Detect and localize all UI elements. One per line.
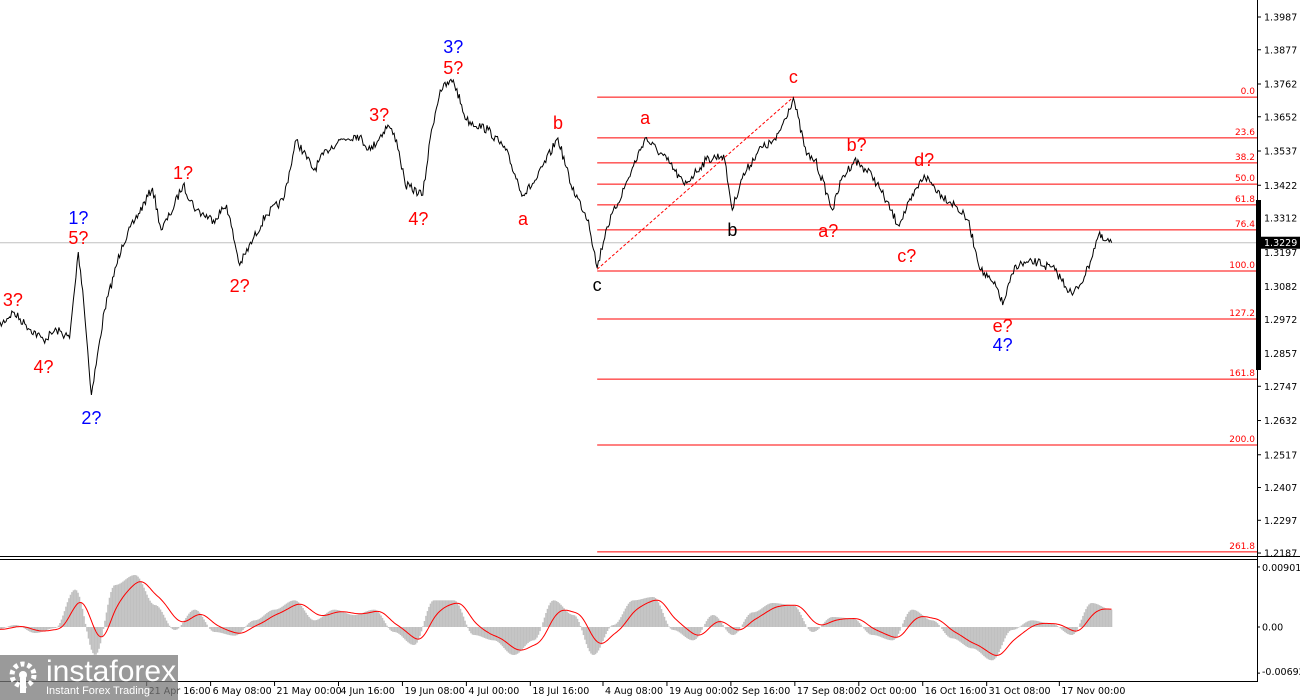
- instaforex-logo-icon: [9, 661, 37, 693]
- wave-label: c: [789, 67, 798, 87]
- wave-label: a: [640, 108, 651, 128]
- wave-label: 5?: [443, 58, 463, 78]
- fib-trendline: [596, 96, 794, 270]
- price-tick-label: 1.3987: [1264, 13, 1297, 24]
- fibonacci-retracement[interactable]: 0.0 23.6 38.2 50.0 61.8 76.4 100.0 127.2 161.8 20…: [596, 87, 1257, 553]
- time-tick-label: 21 Apr 16:00: [149, 686, 211, 697]
- wave-label: b?: [847, 135, 867, 155]
- fib-level-label: 76.4: [1235, 220, 1255, 230]
- price-series: [0, 78, 1113, 396]
- wave-label: 4?: [33, 357, 53, 377]
- price-tick-label: 1.3082: [1264, 282, 1297, 293]
- wave-label: b: [553, 113, 563, 133]
- fib-level-label: 100.0: [1229, 261, 1255, 271]
- wave-label: 3?: [443, 37, 463, 57]
- price-tick-label: 1.3312: [1264, 214, 1297, 225]
- time-tick-label: 4 Aug 08:00: [605, 686, 663, 697]
- wave-label: 2?: [81, 408, 101, 428]
- oscillator-panel: [0, 575, 1113, 661]
- fib-level-label: 23.6: [1235, 128, 1255, 138]
- price-tick-label: 1.3877: [1264, 45, 1297, 56]
- instaforex-watermark: instaforex Instant Forex Trading: [0, 655, 178, 700]
- oscillator-tick-label: 0.00: [1262, 623, 1283, 634]
- time-tick-label: 18 Jul 16:00: [532, 686, 589, 697]
- wave-label: 5?: [68, 228, 88, 248]
- price-line: [0, 78, 1113, 395]
- wave-label: 3?: [369, 105, 389, 125]
- wave-label: 1?: [173, 163, 193, 183]
- time-tick-label: 17 Nov 00:00: [1061, 686, 1125, 697]
- wave-label: b: [727, 220, 737, 240]
- time-tick-label: 4 Jul 00:00: [468, 686, 519, 697]
- price-tick-label: 1.2187: [1264, 549, 1297, 560]
- wave-label: 2?: [230, 276, 250, 296]
- time-tick-label: 31 Oct 08:00: [989, 686, 1051, 697]
- time-tick-label: 19 Aug 00:00: [669, 686, 733, 697]
- current-price-label: 1.3229: [1264, 238, 1297, 249]
- time-tick-label: 17 Sep 08:00: [797, 686, 860, 697]
- time-tick-label: 6 May 08:00: [213, 686, 272, 697]
- current-price-badge: [1258, 236, 1300, 249]
- fib-level-label: 261.8: [1229, 542, 1255, 552]
- watermark-brand: instaforex: [46, 655, 177, 688]
- wave-label: c: [593, 275, 602, 295]
- price-tick-label: 1.2747: [1264, 382, 1297, 393]
- price-tick-label: 1.2857: [1264, 349, 1297, 360]
- price-tick-label: 1.2972: [1264, 315, 1297, 326]
- time-tick-label: 2 Oct 00:00: [861, 686, 917, 697]
- fib-level-label: 127.2: [1229, 309, 1255, 319]
- fib-level-label: 61.8: [1235, 195, 1255, 205]
- scale-bar: [1256, 200, 1261, 370]
- price-tick-label: 1.3762: [1264, 80, 1297, 91]
- time-tick-label: 2 Sep 16:00: [733, 686, 790, 697]
- time-tick-label: 21 May 00:00: [277, 686, 342, 697]
- wave-label: a?: [818, 221, 838, 241]
- price-tick-label: 1.3652: [1264, 112, 1297, 123]
- price-tick-label: 1.3422: [1264, 181, 1297, 192]
- fib-level-label: 0.0: [1241, 87, 1256, 97]
- signal-line: [0, 581, 1112, 656]
- time-tick-label: 4 Jun 16:00: [340, 686, 394, 697]
- price-tick-label: 1.2632: [1264, 416, 1297, 427]
- wave-label: 4?: [993, 335, 1013, 355]
- price-tick-label: 1.2407: [1264, 483, 1297, 494]
- fib-level-label: 200.0: [1229, 435, 1255, 445]
- watermark-tagline: Instant Forex Trading: [46, 685, 150, 697]
- wave-label: d?: [914, 150, 934, 170]
- wave-label: 3?: [3, 290, 23, 310]
- price-tick-label: 1.3197: [1264, 248, 1297, 259]
- price-tick-label: 1.2517: [1264, 450, 1297, 461]
- wave-label: c?: [897, 246, 916, 266]
- fib-level-label: 38.2: [1235, 153, 1255, 163]
- wave-label: 4?: [408, 209, 428, 229]
- price-tick-label: 1.3537: [1264, 147, 1297, 158]
- wave-label: a: [518, 209, 529, 229]
- price-tick-label: 1.2297: [1264, 516, 1297, 527]
- wave-label: e?: [993, 316, 1013, 336]
- time-tick-label: 19 Jun 08:00: [404, 686, 464, 697]
- wave-label: 1?: [68, 208, 88, 228]
- fib-level-label: 161.8: [1229, 369, 1255, 379]
- time-tick-label: 16 Oct 16:00: [925, 686, 987, 697]
- fib-level-label: 50.0: [1235, 174, 1255, 184]
- oscillator-tick-label: 0.00901: [1262, 563, 1300, 574]
